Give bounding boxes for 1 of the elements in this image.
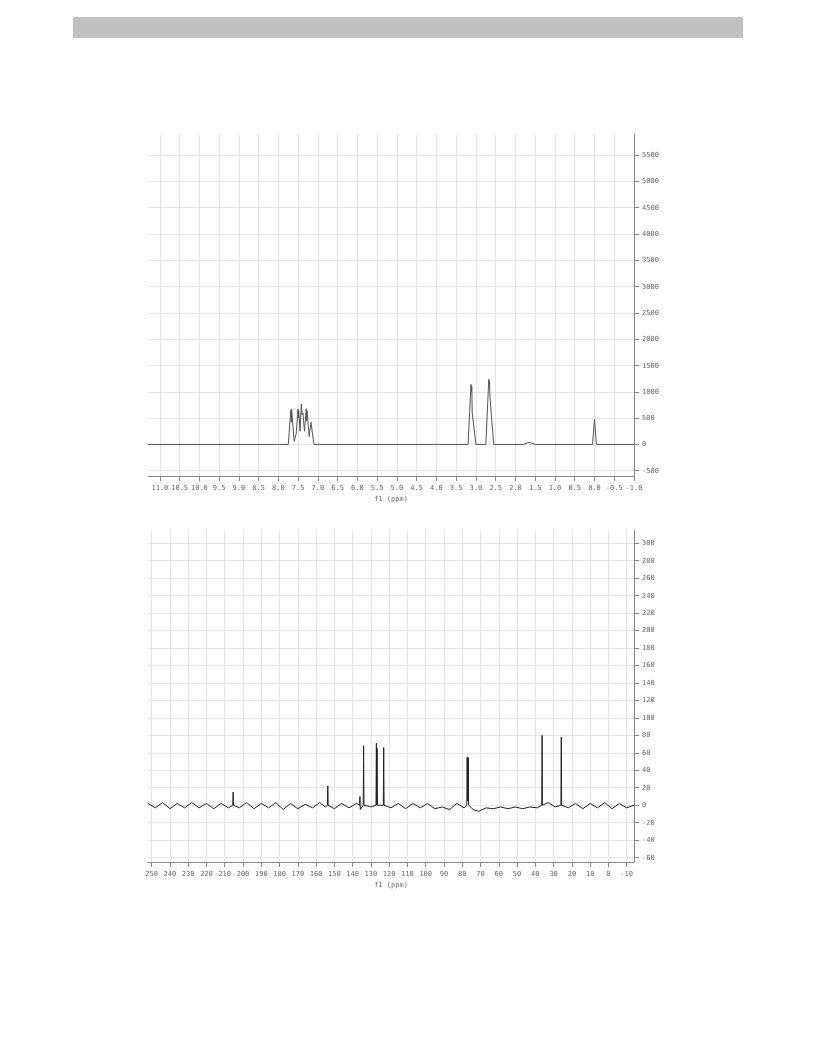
- line-series: [147, 734, 635, 812]
